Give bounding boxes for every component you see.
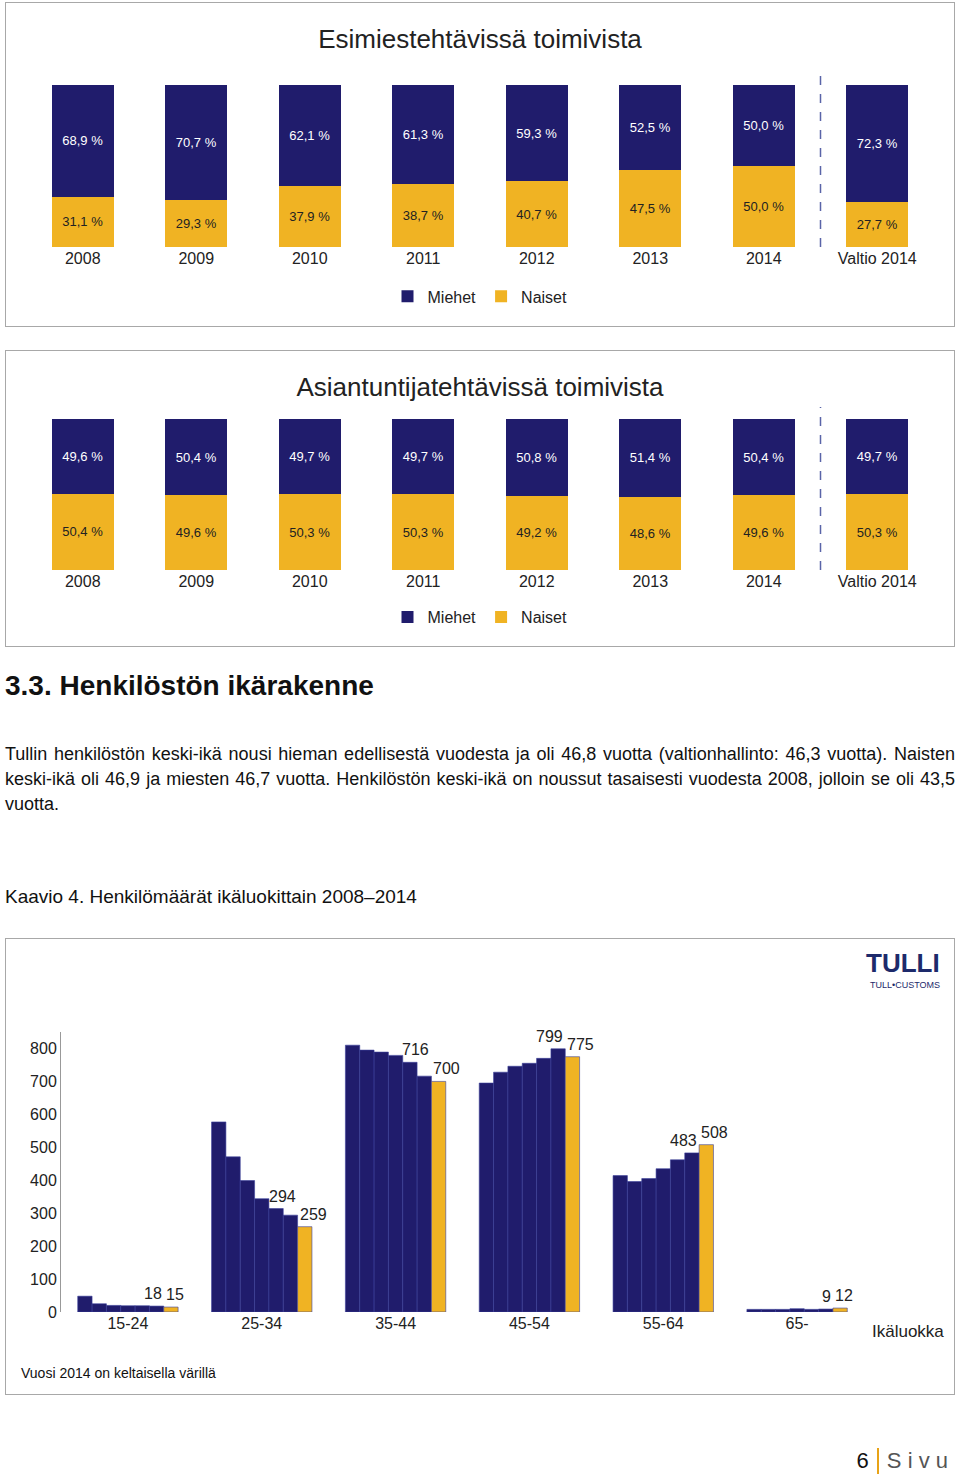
svg-text:600: 600 [30,1106,57,1123]
svg-text:49,7 %: 49,7 % [289,449,330,464]
svg-text:29,3 %: 29,3 % [176,216,217,231]
svg-text:65-: 65- [786,1315,809,1332]
svg-text:Naiset: Naiset [521,289,567,306]
svg-text:800: 800 [30,1040,57,1057]
svg-text:35-44: 35-44 [375,1315,416,1332]
svg-text:2013: 2013 [632,573,668,590]
svg-text:2014: 2014 [746,250,782,267]
svg-text:59,3 %: 59,3 % [516,126,557,141]
svg-text:259: 259 [300,1206,327,1223]
svg-text:2010: 2010 [292,250,328,267]
svg-text:500: 500 [30,1139,57,1156]
svg-text:37,9 %: 37,9 % [289,209,330,224]
svg-text:2008: 2008 [65,573,101,590]
svg-text:775: 775 [567,1036,594,1053]
svg-text:27,7 %: 27,7 % [857,217,898,232]
html-text:3.3. Henkilöstön ikärakenne: 3.3. Henkilöstön ikärakenne [5,670,374,701]
svg-text:200: 200 [30,1238,57,1255]
svg-text:2012: 2012 [519,573,555,590]
svg-text:2008: 2008 [65,250,101,267]
svg-text:47,5 %: 47,5 % [630,201,671,216]
svg-text:52,5 %: 52,5 % [630,120,671,135]
svg-text:61,3 %: 61,3 % [403,127,444,142]
svg-text:100: 100 [30,1271,57,1288]
svg-text:294: 294 [269,1188,296,1205]
svg-text:51,4 %: 51,4 % [630,450,671,465]
svg-text:508: 508 [701,1124,728,1141]
svg-text:12: 12 [835,1287,853,1304]
svg-text:49,7 %: 49,7 % [857,449,898,464]
svg-text:2011: 2011 [406,573,441,590]
svg-text:2014: 2014 [746,573,782,590]
svg-text:Asiantuntijatehtävissä toimivi: Asiantuntijatehtävissä toimivista [296,372,664,402]
svg-text:50,0 %: 50,0 % [743,118,784,133]
svg-text:50,4 %: 50,4 % [743,450,784,465]
svg-text:Valtio 2014: Valtio 2014 [838,573,917,590]
svg-text:49,6 %: 49,6 % [62,449,103,464]
svg-text:2009: 2009 [178,573,214,590]
svg-text:49,6 %: 49,6 % [743,525,784,540]
svg-text:38,7 %: 38,7 % [403,208,444,223]
svg-text:300: 300 [30,1205,57,1222]
svg-text:Miehet: Miehet [428,289,477,306]
svg-text:0: 0 [48,1304,57,1321]
svg-text:50,3 %: 50,3 % [403,525,444,540]
svg-text:50,3 %: 50,3 % [289,525,330,540]
svg-text:68,9 %: 68,9 % [62,133,103,148]
svg-text:50,8 %: 50,8 % [516,450,557,465]
svg-text:TULL•CUSTOMS: TULL•CUSTOMS [870,980,940,990]
svg-text:18: 18 [144,1285,162,1302]
svg-text:49,6 %: 49,6 % [176,525,217,540]
html-text:6: 6 [856,1448,869,1473]
svg-text:2009: 2009 [178,250,214,267]
svg-text:799: 799 [536,1028,563,1045]
svg-text:50,0 %: 50,0 % [743,199,784,214]
svg-text:2012: 2012 [519,250,555,267]
svg-text:2010: 2010 [292,573,328,590]
svg-text:TULLI: TULLI [866,948,940,978]
svg-text:716: 716 [402,1041,429,1058]
svg-text:50,3 %: 50,3 % [857,525,898,540]
svg-text:31,1 %: 31,1 % [62,214,103,229]
html-text:S i v u: S i v u [886,1448,948,1473]
svg-text:49,7 %: 49,7 % [403,449,444,464]
svg-text:62,1 %: 62,1 % [289,128,330,143]
svg-text:72,3 %: 72,3 % [857,136,898,151]
svg-text:Esimiestehtävissä toimivista: Esimiestehtävissä toimivista [318,24,642,54]
svg-text:70,7 %: 70,7 % [176,135,217,150]
svg-text:483: 483 [670,1132,697,1149]
svg-text:25-34: 25-34 [241,1315,282,1332]
svg-text:9: 9 [822,1288,831,1305]
svg-text:700: 700 [433,1060,460,1077]
svg-text:Ikäluokka: Ikäluokka [872,1322,944,1341]
svg-text:48,6 %: 48,6 % [630,526,671,541]
svg-text:45-54: 45-54 [509,1315,550,1332]
svg-text:50,4 %: 50,4 % [62,524,103,539]
svg-text:Naiset: Naiset [521,609,567,626]
svg-text:Miehet: Miehet [428,609,477,626]
html-text:Tullin henkilöstön keski-ikä n: Tullin henkilöstön keski-ikä nousi hiema… [5,744,955,814]
svg-text:400: 400 [30,1172,57,1189]
svg-text:55-64: 55-64 [643,1315,684,1332]
svg-text:40,7 %: 40,7 % [516,207,557,222]
svg-text:15-24: 15-24 [107,1315,148,1332]
svg-text:Valtio 2014: Valtio 2014 [838,250,917,267]
svg-text:2013: 2013 [632,250,668,267]
svg-text:15: 15 [166,1286,184,1303]
svg-text:50,4 %: 50,4 % [176,450,217,465]
svg-text:700: 700 [30,1073,57,1090]
html-text:Vuosi 2014 on keltaisella väri: Vuosi 2014 on keltaisella värillä [21,1365,216,1381]
svg-text:49,2 %: 49,2 % [516,525,557,540]
html-text:Kaavio 4. Henkilömäärät ikäluo: Kaavio 4. Henkilömäärät ikäluokittain 20… [5,886,417,907]
svg-text:2011: 2011 [406,250,441,267]
